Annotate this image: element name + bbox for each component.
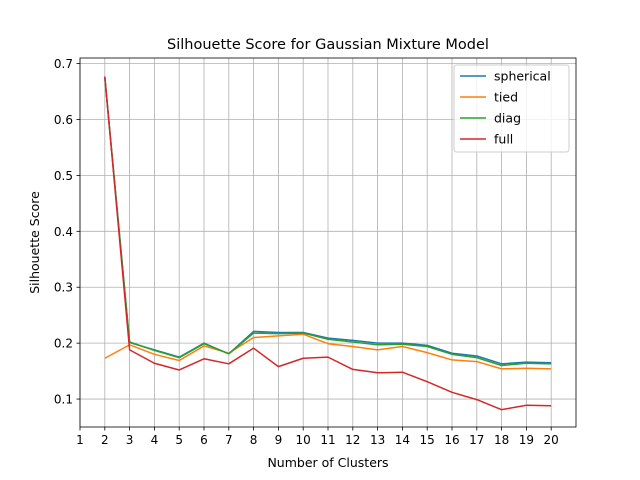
y-tick-label: 0.3 (54, 281, 73, 295)
x-tick-label: 7 (225, 433, 233, 447)
axis-ticks: 1 2 3 4 5 6 7 8 9 10 11 12 13 14 15 16 17 18 19 200.10.20.3… (54, 57, 559, 447)
x-tick-label: 2 (101, 433, 109, 447)
x-tick-label: 19 (519, 433, 534, 447)
y-tick-label: 0.2 (54, 337, 73, 351)
x-tick-label: 20 (544, 433, 559, 447)
x-tick-label: 6 (200, 433, 208, 447)
series-line-full (104, 76, 552, 411)
legend-label-diag: diag (494, 111, 521, 126)
y-tick-label: 0.6 (54, 113, 73, 127)
series-line-diag (104, 77, 552, 367)
x-tick-label: 10 (296, 433, 311, 447)
y-tick-label: 0.1 (54, 393, 73, 407)
x-tick-label: 15 (420, 433, 435, 447)
x-tick-label: 5 (175, 433, 183, 447)
legend: spherical tied diag full (453, 64, 570, 153)
x-tick-label: 12 (345, 433, 360, 447)
y-tick-label: 0.7 (54, 57, 73, 71)
series-line-tied (104, 333, 552, 370)
x-tick-label: 16 (444, 433, 459, 447)
legend-box (453, 64, 570, 153)
legend-label-spherical: spherical (494, 69, 551, 84)
series-lines (104, 76, 552, 411)
y-tick-label: 0.4 (54, 225, 73, 239)
x-tick-label: 13 (370, 433, 385, 447)
x-tick-label: 18 (494, 433, 509, 447)
x-tick-label: 14 (395, 433, 410, 447)
x-tick-label: 1 (76, 433, 84, 447)
x-tick-label: 11 (320, 433, 335, 447)
x-tick-label: 4 (151, 433, 159, 447)
y-axis-label: Silhouette Score (27, 191, 42, 294)
x-tick-label: 8 (250, 433, 258, 447)
legend-label-full: full (494, 132, 513, 147)
x-tick-label: 9 (275, 433, 283, 447)
x-tick-label: 17 (469, 433, 484, 447)
grid (79, 58, 576, 427)
x-tick-label: 3 (126, 433, 134, 447)
legend-label-tied: tied (494, 90, 518, 105)
x-axis-label: Number of Clusters (267, 455, 388, 470)
chart-title: Silhouette Score for Gaussian Mixture Mo… (167, 37, 489, 53)
y-tick-label: 0.5 (54, 169, 73, 183)
